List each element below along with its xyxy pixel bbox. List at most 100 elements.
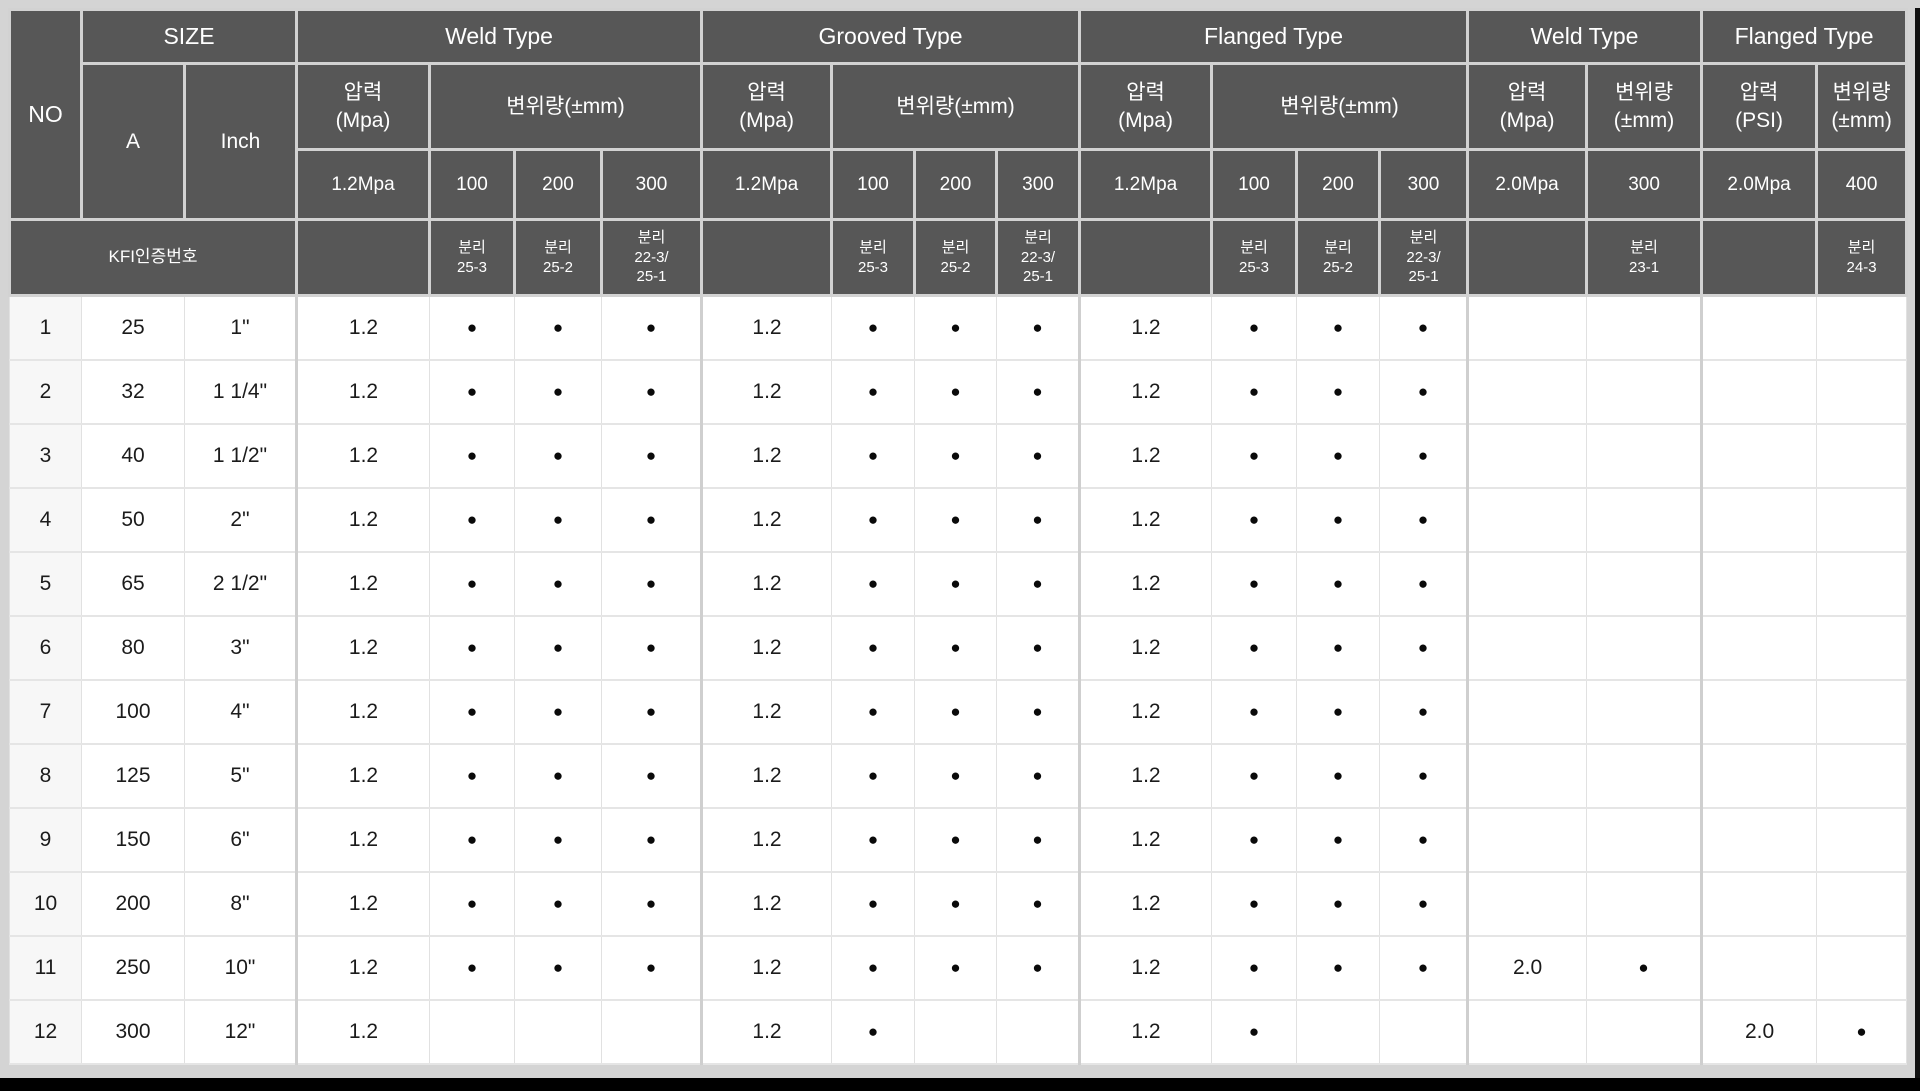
dot-cell: ●	[600, 294, 703, 361]
dot-cell: ●	[429, 294, 515, 361]
dot-cell: ●	[1211, 550, 1298, 617]
dot-cell: ●	[1296, 550, 1381, 617]
size-a-value: 25	[81, 294, 185, 361]
size-a-value: 32	[81, 358, 185, 425]
table-row: 6 80 3" 1.2 ● ● ● 1.2 ● ● ● 1.2 ● ● ●	[9, 614, 1908, 681]
dot-cell: ●	[1211, 998, 1298, 1065]
empty-cell	[1700, 614, 1818, 681]
spec-table: NO SIZE Weld Type Grooved Type Flanged T…	[8, 8, 1909, 1065]
row-number: 12	[9, 998, 82, 1065]
empty-cell	[1816, 358, 1908, 425]
empty-cell	[1700, 358, 1818, 425]
right-edge-bar	[1915, 8, 1920, 1091]
row-number: 11	[9, 934, 82, 1001]
dot-cell: ●	[1379, 422, 1469, 489]
dot-cell: ●	[600, 742, 703, 809]
dot-cell: ●	[996, 742, 1081, 809]
empty-cell	[1296, 998, 1381, 1065]
row-number: 4	[9, 486, 82, 553]
dot-cell: ●	[1816, 998, 1908, 1065]
size-inch-value: 8"	[184, 870, 297, 937]
size-a-value: 150	[81, 806, 185, 873]
kfi-number: 분리 25-2	[513, 218, 603, 297]
empty-cell	[1586, 614, 1703, 681]
pressure-cell: 1.2	[295, 806, 430, 873]
kfi-number: 분리 25-2	[1295, 218, 1382, 297]
empty-cell	[1586, 486, 1703, 553]
dot-cell: ●	[514, 806, 602, 873]
dot-cell: ●	[1379, 870, 1469, 937]
table-row: 9 150 6" 1.2 ● ● ● 1.2 ● ● ● 1.2 ● ● ●	[9, 806, 1908, 873]
size-inch-value: 2 1/2"	[184, 550, 297, 617]
section-title-flanged: Flanged Type	[1078, 8, 1470, 65]
dot-cell: ●	[429, 806, 515, 873]
pressure-cell: 1.2	[700, 998, 833, 1065]
table-header: NO SIZE Weld Type Grooved Type Flanged T…	[8, 8, 1909, 297]
pressure-cell: 1.2	[1078, 294, 1213, 361]
dot-cell: ●	[996, 486, 1081, 553]
empty-cell	[429, 998, 515, 1065]
dot-cell: ●	[600, 486, 703, 553]
dot-cell: ●	[514, 614, 602, 681]
dot-cell: ●	[831, 550, 916, 617]
pressure-cell: 1.2	[700, 422, 833, 489]
pressure-rating: 1.2Mpa	[295, 148, 431, 221]
size-a-value: 125	[81, 742, 185, 809]
kfi-empty	[1700, 218, 1819, 297]
size-inch-value: 4"	[184, 678, 297, 745]
empty-cell	[1586, 358, 1703, 425]
dot-cell: ●	[600, 870, 703, 937]
empty-cell	[1816, 294, 1908, 361]
pressure-label: 압력 (Mpa)	[295, 62, 431, 151]
dot-cell: ●	[514, 294, 602, 361]
pressure-rating: 1.2Mpa	[1078, 148, 1214, 221]
empty-cell	[1700, 422, 1818, 489]
dot-cell: ●	[914, 294, 998, 361]
disp-tick: 400	[1815, 148, 1909, 221]
pressure-cell: 1.2	[700, 294, 833, 361]
dot-cell: ●	[429, 614, 515, 681]
empty-cell	[1700, 806, 1818, 873]
dot-cell: ●	[1211, 486, 1298, 553]
empty-cell	[1466, 806, 1588, 873]
empty-cell	[914, 998, 998, 1065]
pressure-cell: 1.2	[1078, 806, 1213, 873]
pressure-cell: 1.2	[1078, 742, 1213, 809]
dot-cell: ●	[514, 934, 602, 1001]
dot-cell: ●	[429, 486, 515, 553]
size-inch-value: 12"	[184, 998, 297, 1065]
dot-cell: ●	[1296, 870, 1381, 937]
header-size: SIZE	[80, 8, 298, 65]
table-row: 3 40 1 1/2" 1.2 ● ● ● 1.2 ● ● ● 1.2 ● ● ●	[9, 422, 1908, 489]
kfi-empty	[1466, 218, 1589, 297]
empty-cell	[996, 998, 1081, 1065]
pressure-cell: 1.2	[1078, 614, 1213, 681]
pressure-cell: 1.2	[1078, 870, 1213, 937]
dot-cell: ●	[600, 358, 703, 425]
size-inch-value: 10"	[184, 934, 297, 1001]
disp-tick: 100	[428, 148, 516, 221]
size-a-value: 40	[81, 422, 185, 489]
empty-cell	[1816, 742, 1908, 809]
kfi-number: 분리 25-3	[428, 218, 516, 297]
displacement-label: 변위량(±mm)	[1210, 62, 1470, 151]
dot-cell: ●	[429, 550, 515, 617]
dot-cell: ●	[1211, 806, 1298, 873]
displacement-label: 변위량 (±mm)	[1585, 62, 1704, 151]
table-row: 8 125 5" 1.2 ● ● ● 1.2 ● ● ● 1.2 ● ● ●	[9, 742, 1908, 809]
header-row-kfi: KFI인증번호 분리 25-3 분리 25-2 분리 22-3/ 25-1 분리…	[8, 218, 1909, 297]
dot-cell: ●	[1296, 294, 1381, 361]
row-number: 3	[9, 422, 82, 489]
dot-cell: ●	[600, 806, 703, 873]
kfi-number: 분리 24-3	[1815, 218, 1909, 297]
dot-cell: ●	[1296, 614, 1381, 681]
dot-cell: ●	[1296, 486, 1381, 553]
empty-cell	[1466, 358, 1588, 425]
pressure-cell: 1.2	[700, 486, 833, 553]
empty-cell	[1466, 614, 1588, 681]
dot-cell: ●	[996, 358, 1081, 425]
dot-cell: ●	[514, 422, 602, 489]
dot-cell: ●	[1379, 806, 1469, 873]
dot-cell: ●	[1296, 806, 1381, 873]
kfi-cert-label: KFI인증번호	[8, 218, 298, 297]
